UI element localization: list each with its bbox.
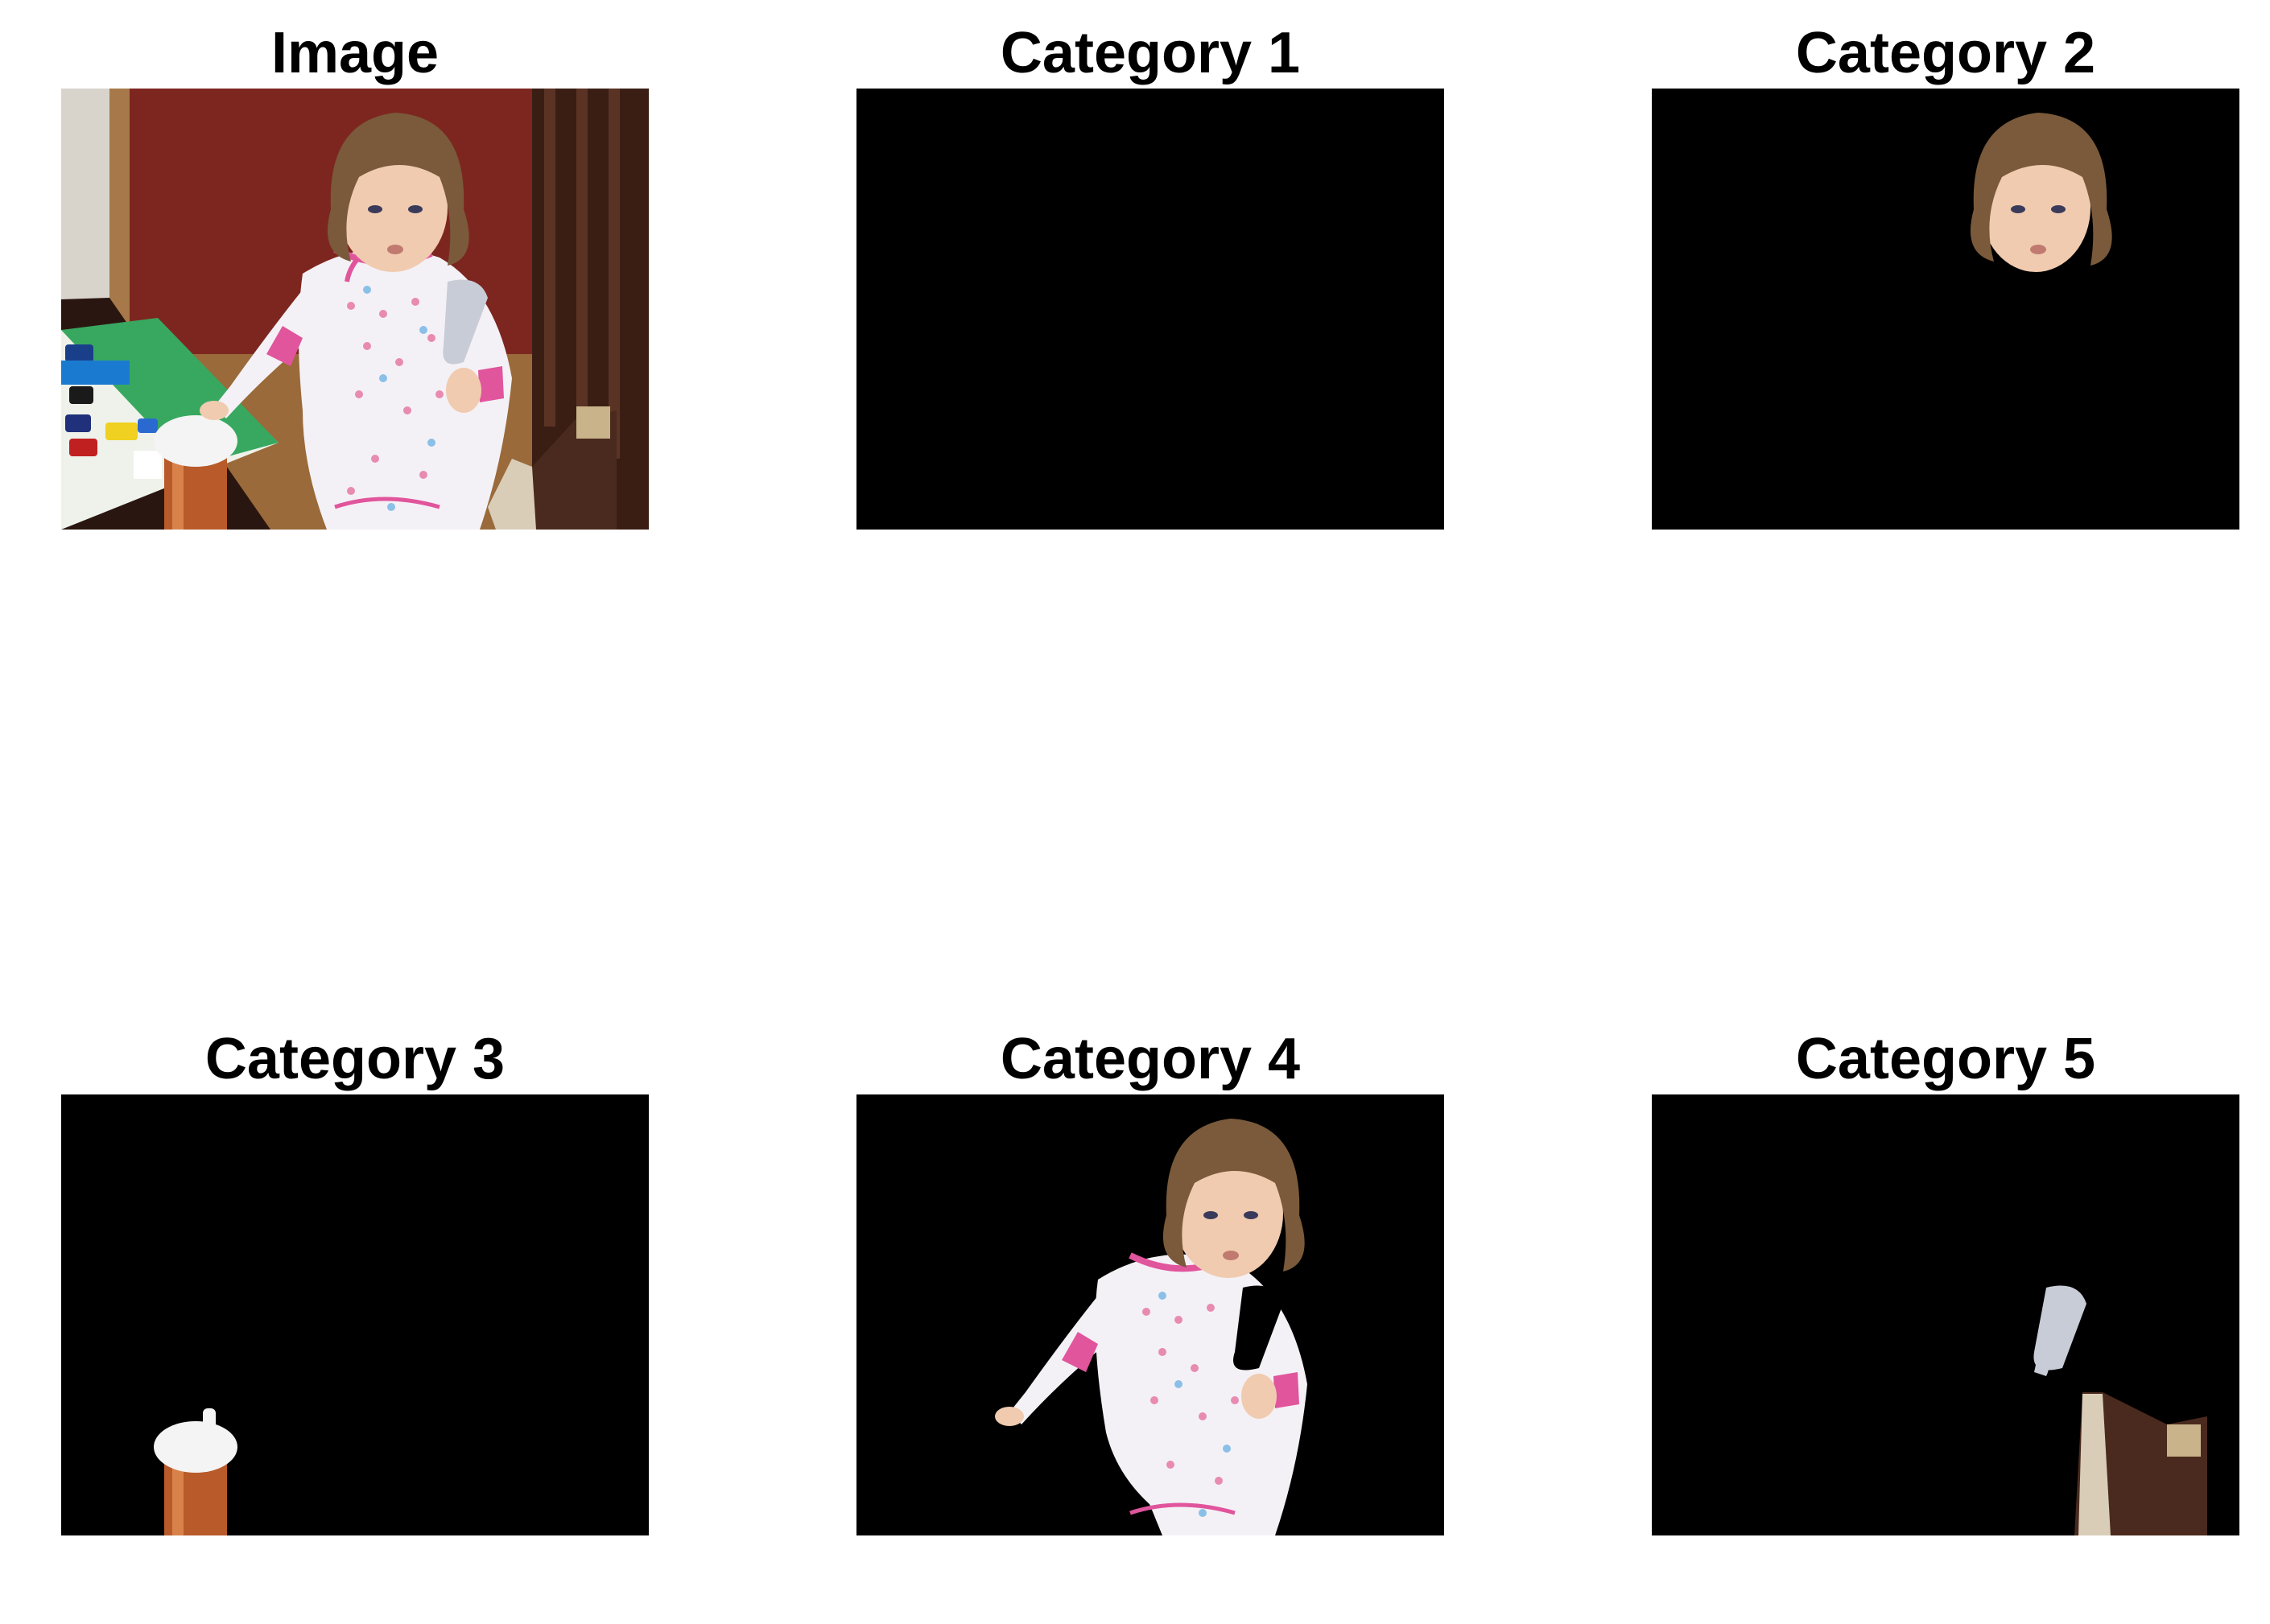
- panel-title: Category 1: [1000, 21, 1301, 85]
- segmented-chair: [2033, 1285, 2207, 1535]
- mask-category-5: [1652, 1094, 2239, 1535]
- chair: [488, 89, 649, 530]
- child: [200, 113, 512, 530]
- panel-title: Category 3: [204, 1027, 506, 1091]
- segmented-head: [1970, 113, 2112, 272]
- mask-category-3: [61, 1094, 649, 1535]
- mask-category-1: [856, 89, 1444, 530]
- panel-title: Category 2: [1795, 21, 2096, 85]
- segmented-cup: [154, 1408, 237, 1535]
- mask-category-2: [1652, 89, 2239, 530]
- panel-title: Category 4: [1000, 1027, 1301, 1091]
- mask-category-4: [856, 1094, 1444, 1535]
- panel-title: Category 5: [1795, 1027, 2096, 1091]
- panel-title: Image: [270, 21, 440, 85]
- sippy-cup: [154, 402, 237, 530]
- original-photo: [61, 89, 649, 530]
- segmented-child: [995, 1119, 1307, 1535]
